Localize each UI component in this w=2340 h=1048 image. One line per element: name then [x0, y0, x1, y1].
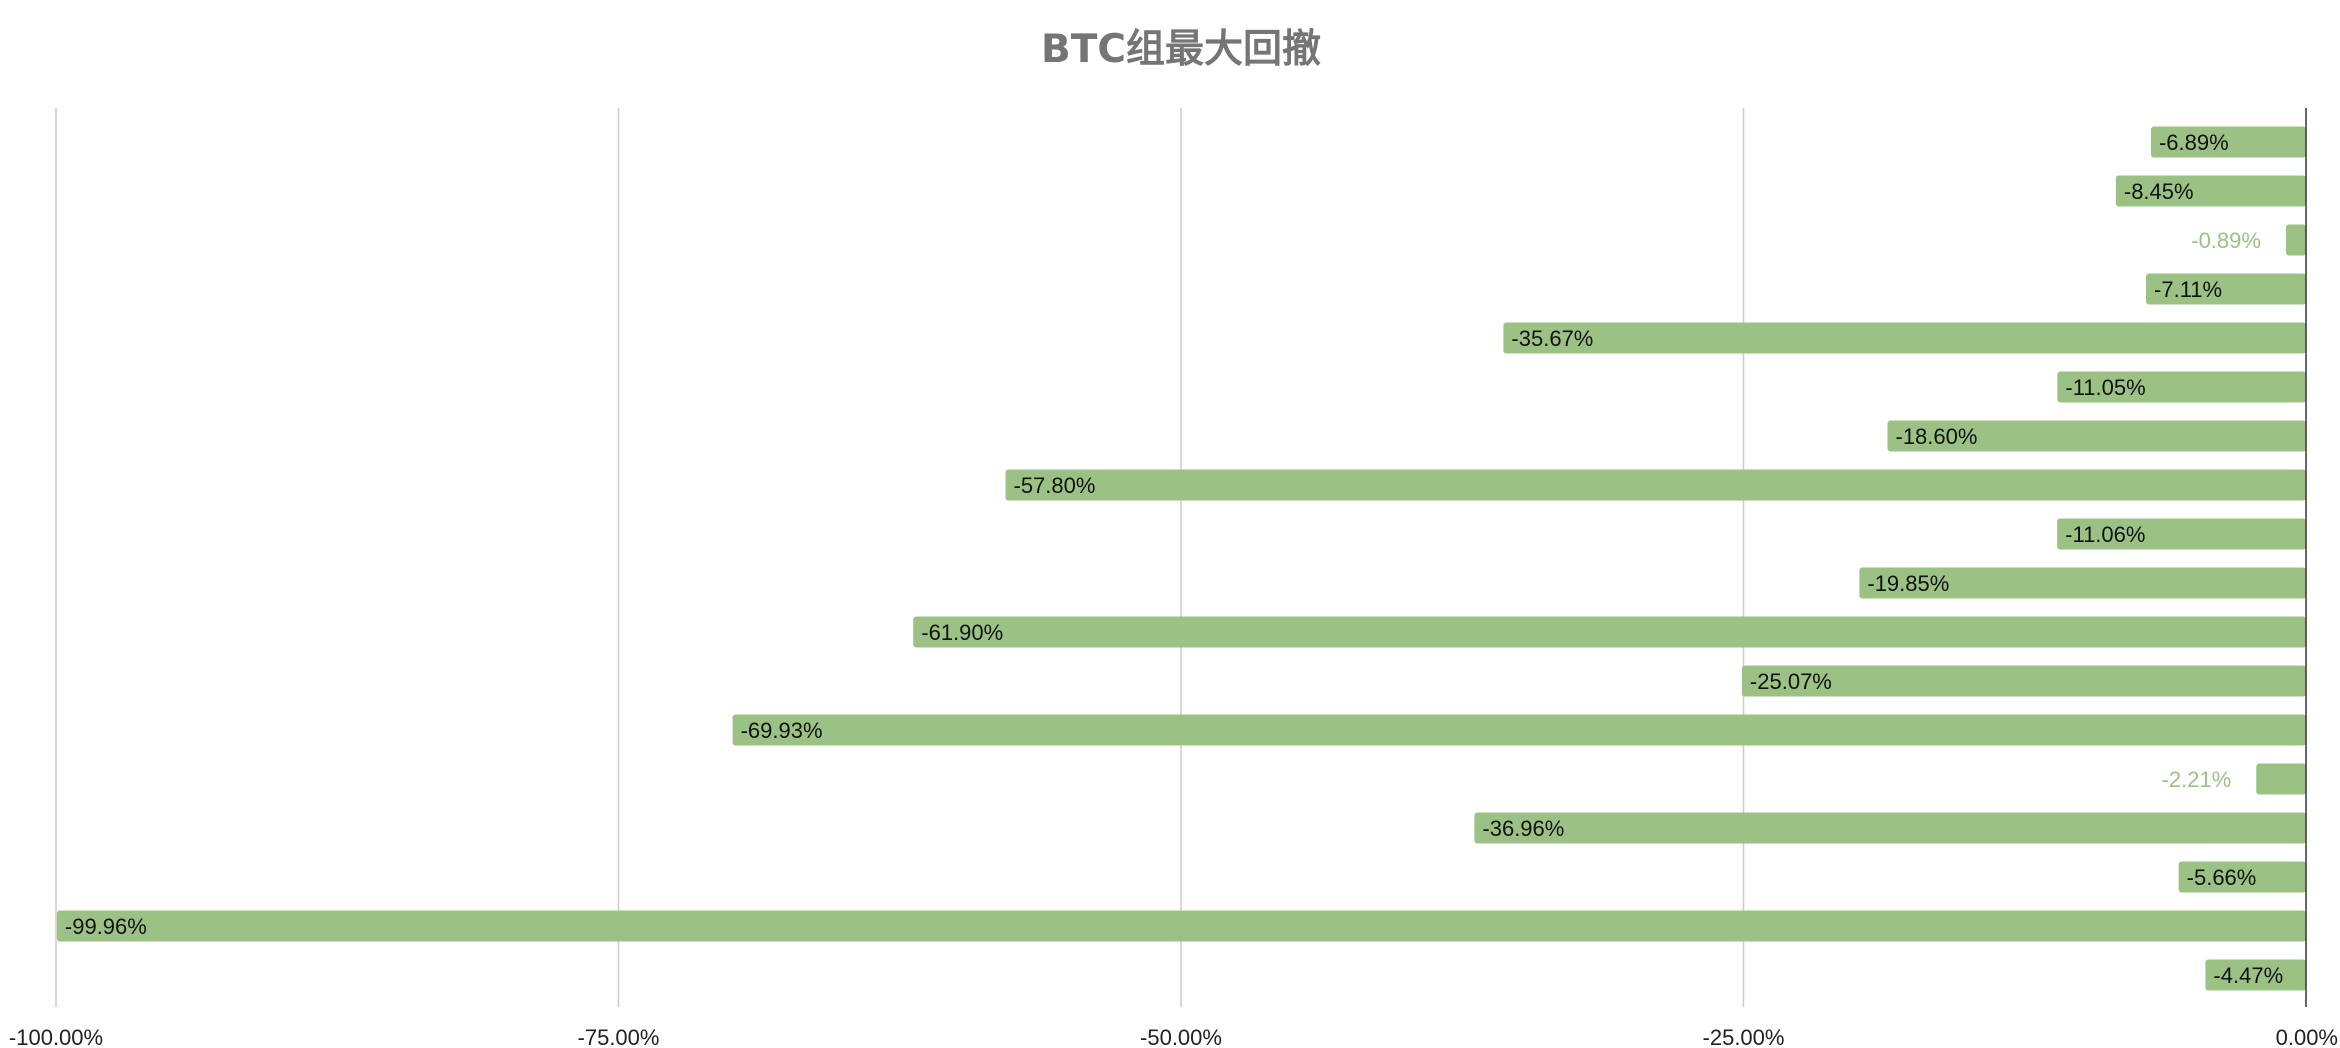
bar [1474, 812, 2306, 844]
bar [1887, 420, 2306, 452]
bar [2285, 224, 2306, 256]
x-tick-label: 0.00% [2276, 1025, 2338, 1048]
bar [56, 910, 2307, 942]
bar-data-label: -69.93% [741, 718, 823, 743]
bar-data-label: -2.21% [2162, 767, 2232, 792]
bar-data-label: -7.11% [2154, 277, 2222, 302]
bar [1503, 322, 2306, 354]
bar-data-label: -4.47% [2213, 963, 2283, 988]
bar [2057, 371, 2306, 403]
gridlines [55, 108, 1745, 1007]
bar [1741, 665, 2306, 697]
bar-data-label: -61.90% [921, 620, 1003, 645]
bar-data-label: -36.96% [1482, 816, 1564, 841]
data-labels: -6.89% -8.45% -0.89% -7.11% -35.67% -11.05% -1… [65, 130, 2283, 988]
bar-data-label: -57.80% [1014, 473, 1096, 498]
x-tick-label: -50.00% [1140, 1025, 1222, 1048]
bar-data-label: -5.66% [2187, 865, 2257, 890]
x-axis: -100.00% -75.00% -50.00% -25.00% 0.00% [9, 108, 2338, 1048]
bar-data-label: -99.96% [65, 914, 147, 939]
bar-data-label: -11.06% [2065, 522, 2145, 547]
bar [1005, 469, 2306, 501]
bar-data-label: -11.05% [2065, 375, 2145, 400]
bar [2057, 518, 2306, 550]
x-tick-label: -100.00% [9, 1025, 103, 1048]
bar-data-label: -0.89% [2191, 228, 2261, 253]
x-tick-label: -25.00% [1703, 1025, 1785, 1048]
bar [2205, 959, 2306, 991]
bar-data-label: -35.67% [1511, 326, 1593, 351]
bar-data-label: -19.85% [1867, 571, 1949, 596]
bar-data-label: -25.07% [1750, 669, 1832, 694]
bar-data-label: -18.60% [1896, 424, 1978, 449]
bar [2256, 763, 2306, 795]
bar [2150, 126, 2306, 158]
chart-title: BTC组最大回撤 [1041, 27, 1321, 72]
bar [913, 616, 2306, 648]
bar [1859, 567, 2306, 599]
bar [2115, 175, 2306, 207]
bars [56, 126, 2307, 991]
bar-data-label: -6.89% [2159, 130, 2229, 155]
bar [732, 714, 2307, 746]
bar [2146, 273, 2306, 305]
bar-data-label: -8.45% [2124, 179, 2194, 204]
x-tick-label: -75.00% [578, 1025, 660, 1048]
bar [2178, 861, 2306, 893]
